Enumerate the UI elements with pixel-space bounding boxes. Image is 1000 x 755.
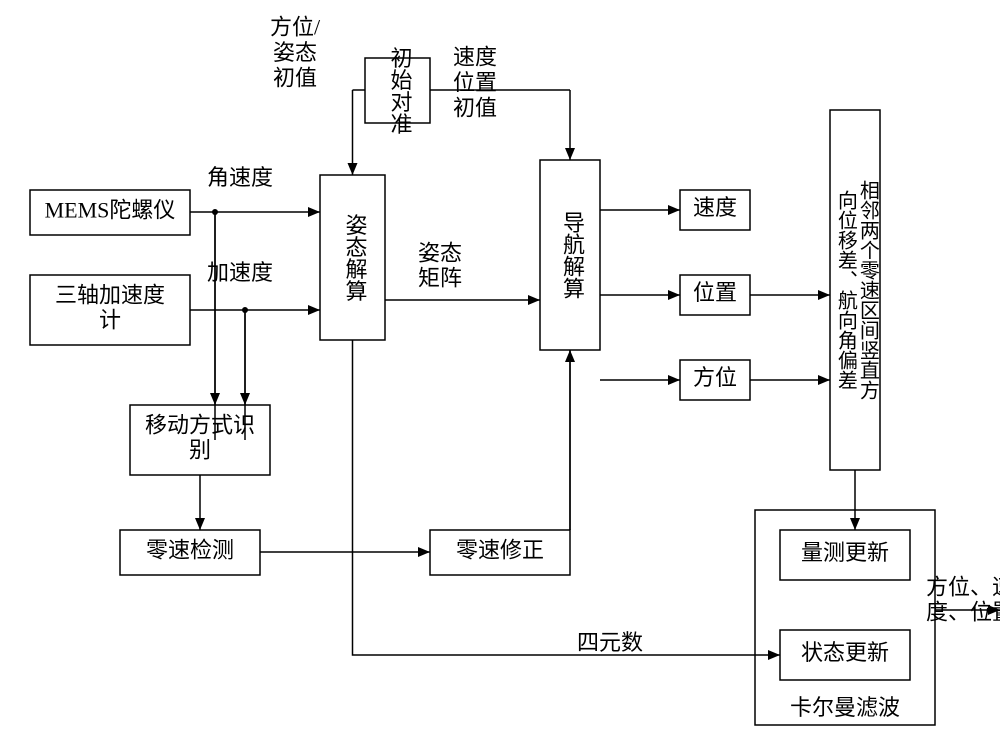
svg-text:速度: 速度 [453,45,497,70]
svg-text:初值: 初值 [273,65,317,90]
svg-text:角速度: 角速度 [207,165,273,190]
svg-text:零速检测: 零速检测 [146,538,234,563]
svg-text:矩阵: 矩阵 [418,266,462,291]
svg-text:状态更新: 状态更新 [801,640,889,665]
svg-text:速度: 速度 [693,195,737,220]
svg-text:零速修正: 零速修正 [456,538,544,563]
svg-text:姿态解算: 姿态解算 [342,214,367,302]
svg-text:初值: 初值 [453,95,497,120]
svg-text:相邻两个零速区间竖直方: 相邻两个零速区间竖直方 [856,180,879,400]
svg-text:初始对准: 初始对准 [387,47,412,135]
svg-text:移动方式识: 移动方式识 [145,412,255,437]
svg-text:加速度: 加速度 [207,260,273,285]
svg-text:卡尔曼滤波: 卡尔曼滤波 [790,695,900,720]
svg-text:量测更新: 量测更新 [801,540,889,565]
svg-text:计: 计 [99,308,121,333]
svg-text:方位、速: 方位、速 [926,574,1000,599]
svg-text:导航解算: 导航解算 [560,211,585,299]
svg-text:向位移差、航向角偏差: 向位移差、航向角偏差 [834,190,857,390]
svg-text:位置: 位置 [693,280,737,305]
svg-text:姿态: 姿态 [273,40,317,65]
svg-text:四元数: 四元数 [577,630,643,655]
svg-text:MEMS陀螺仪: MEMS陀螺仪 [45,198,176,223]
svg-text:姿态: 姿态 [418,240,462,265]
svg-text:位置: 位置 [453,70,497,95]
svg-text:别: 别 [189,438,211,463]
svg-text:方位/: 方位/ [270,15,321,40]
svg-text:方位: 方位 [693,365,737,390]
svg-text:三轴加速度: 三轴加速度 [55,282,165,307]
